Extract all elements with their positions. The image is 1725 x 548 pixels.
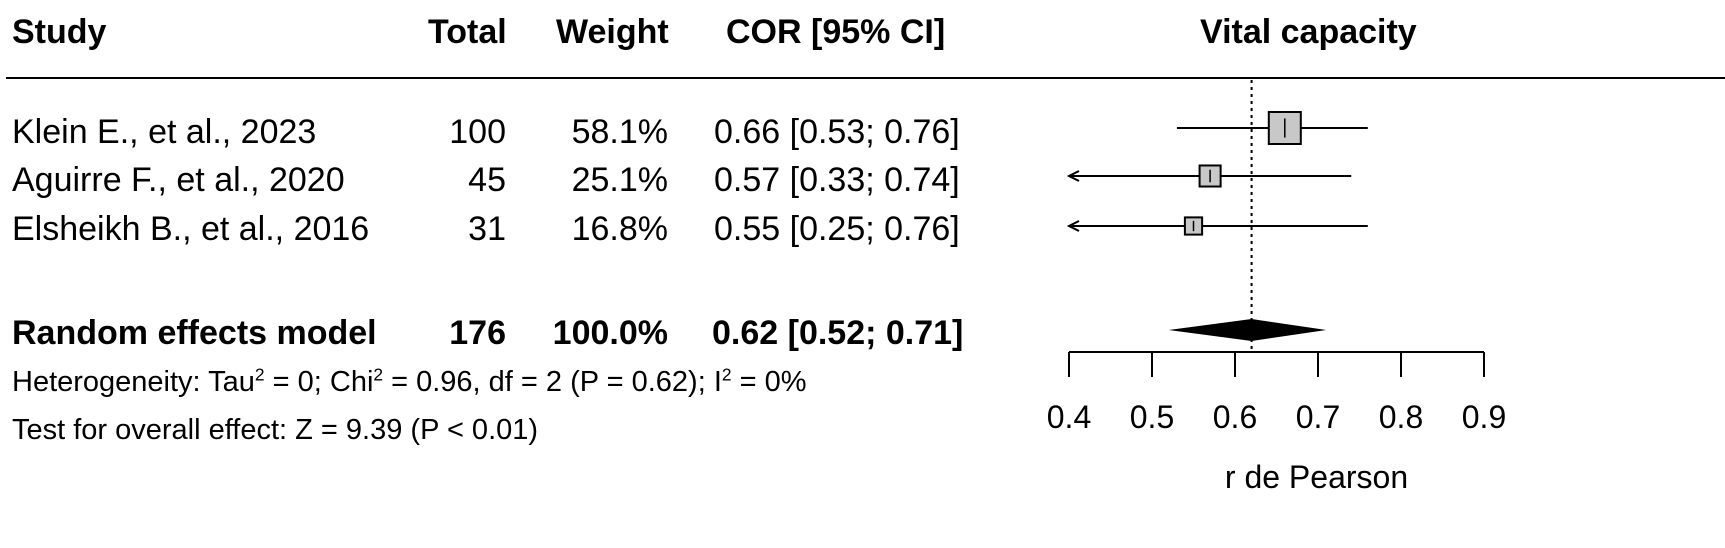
summary-label: Random effects model bbox=[12, 314, 377, 352]
x-tick-label: 0.8 bbox=[1379, 399, 1423, 435]
study-weight: 58.1% bbox=[571, 113, 668, 151]
study-name: Aguirre F., et al., 2020 bbox=[12, 161, 345, 199]
summary-diamond bbox=[1168, 319, 1327, 341]
study-name: Elsheikh B., et al., 2016 bbox=[12, 210, 370, 248]
study-total: 31 bbox=[468, 210, 506, 248]
heterogeneity-text: Heterogeneity: Tau2 = 0; Chi2 = 0.96, df… bbox=[12, 364, 807, 398]
header-study: Study bbox=[12, 13, 107, 51]
study-cor: 0.66 [0.53; 0.76] bbox=[714, 113, 960, 151]
summary-total: 176 bbox=[449, 314, 506, 352]
x-tick-label: 0.5 bbox=[1130, 399, 1174, 435]
plot-title: Vital capacity bbox=[1200, 13, 1417, 51]
study-weight: 16.8% bbox=[571, 210, 668, 248]
study-cor: 0.55 [0.25; 0.76] bbox=[714, 210, 960, 248]
header-total: Total bbox=[428, 13, 507, 51]
study-total: 100 bbox=[449, 113, 506, 151]
ci-arrow bbox=[1066, 170, 1080, 182]
header-weight: Weight bbox=[556, 13, 669, 51]
header-cor: COR [95% CI] bbox=[726, 13, 946, 51]
x-tick-label: 0.9 bbox=[1462, 399, 1506, 435]
study-weight: 25.1% bbox=[571, 161, 668, 199]
study-cor: 0.57 [0.33; 0.74] bbox=[714, 161, 960, 199]
x-tick-label: 0.6 bbox=[1213, 399, 1257, 435]
summary-cor: 0.62 [0.52; 0.71] bbox=[712, 314, 964, 352]
summary-weight: 100.0% bbox=[552, 314, 668, 352]
x-tick-label: 0.7 bbox=[1296, 399, 1340, 435]
overall-effect-text: Test for overall effect: Z = 9.39 (P < 0… bbox=[12, 414, 539, 446]
study-total: 45 bbox=[468, 161, 506, 199]
study-name: Klein E., et al., 2023 bbox=[12, 113, 317, 151]
ci-arrow bbox=[1066, 220, 1080, 232]
x-tick-label: 0.4 bbox=[1047, 399, 1091, 435]
x-axis-label: r de Pearson bbox=[1225, 459, 1408, 495]
